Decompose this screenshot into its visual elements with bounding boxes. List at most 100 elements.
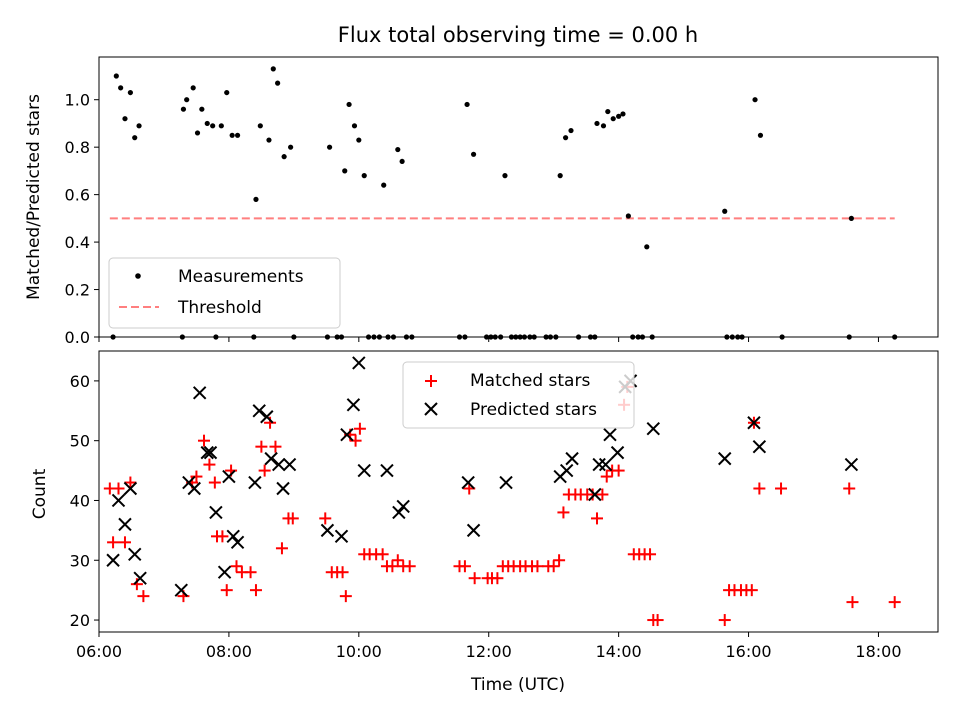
top-y-axis-label: Matched/Predicted stars <box>24 94 44 300</box>
matched-star-point <box>612 464 625 477</box>
matched-star-point <box>258 464 271 477</box>
measurement-point <box>136 123 142 129</box>
legend-predicted-marker <box>424 402 438 416</box>
measurement-point <box>361 173 367 179</box>
measurement-point <box>190 85 196 91</box>
legend-predicted-label: Predicted stars <box>470 400 597 420</box>
matched-star-point <box>244 566 257 579</box>
top-panel: 0.0 0.2 0.4 0.6 0.8 1.0 Matched/Predicted sta… <box>24 56 939 347</box>
predicted-star-point <box>747 416 761 430</box>
predicted-star-point <box>222 469 236 484</box>
matched-star-point <box>753 482 766 495</box>
predicted-star-point <box>252 404 266 418</box>
legend-matched-marker <box>425 375 437 387</box>
predicted-star-point <box>598 457 613 472</box>
bottom-y-tick-label: 60 <box>70 372 90 391</box>
measurement-point <box>234 132 241 138</box>
x-tick-label: 16:00 <box>725 642 771 661</box>
measurement-point <box>210 123 216 129</box>
measurement-point <box>122 116 128 122</box>
matched-star-point <box>124 476 137 489</box>
predicted-star-point <box>603 427 617 442</box>
measurement-point <box>180 106 187 112</box>
measurement-point <box>470 151 477 157</box>
measurement-point <box>275 80 281 86</box>
matched-star-point <box>391 554 404 567</box>
predicted-star-point <box>174 583 188 597</box>
predicted-star-point <box>203 445 218 460</box>
top-y-tick-label: 0.6 <box>65 186 90 205</box>
matched-star-point <box>888 596 901 609</box>
measurement-point <box>620 111 626 117</box>
measurement-point <box>281 154 287 160</box>
predicted-star-point <box>226 529 240 544</box>
measurement-point <box>218 123 224 129</box>
bottom-legend: Matched stars Predicted stars <box>402 361 635 429</box>
measurement-point <box>253 196 259 202</box>
bottom-x-ticks: 06:00 08:00 10:00 12:00 14:00 16:00 18:00 <box>76 632 902 661</box>
x-tick-label: 12:00 <box>466 642 512 661</box>
measurement-point <box>270 66 276 72</box>
predicted-star-point <box>264 451 278 466</box>
predicted-star-point <box>461 475 475 490</box>
measurement-point <box>356 137 362 143</box>
measurement-point <box>562 135 569 141</box>
top-plot-border <box>98 56 939 338</box>
matched-star-point <box>137 590 150 603</box>
matched-star-point <box>249 584 262 597</box>
measurement-point <box>625 213 631 219</box>
bottom-y-axis-label: Count <box>30 468 50 519</box>
predicted-star-point <box>272 457 286 472</box>
measurement-point <box>257 123 263 129</box>
measurement-point <box>127 89 133 96</box>
top-y-tick-label: 1.0 <box>65 91 90 110</box>
measurement-point <box>199 106 205 112</box>
measurement-point <box>399 158 405 165</box>
predicted-star-point <box>276 481 290 496</box>
matched-star-point <box>651 614 664 627</box>
top-legend-box <box>108 257 341 329</box>
bottom-y-ticks: 20 30 40 50 60 <box>70 372 99 630</box>
x-tick-label: 08:00 <box>206 642 252 661</box>
matched-star-point <box>112 482 125 495</box>
predicted-star-point <box>217 565 232 579</box>
matched-star-point <box>286 512 299 525</box>
predicted-star-point <box>392 505 406 520</box>
matched-star-point <box>644 548 657 561</box>
bottom-plot-border <box>98 350 939 633</box>
matched-star-point <box>107 536 120 549</box>
predicted-star-point <box>111 493 126 508</box>
predicted-star-point <box>588 487 602 502</box>
top-legend: Measurements Threshold <box>108 257 341 329</box>
matched-star-point <box>203 458 216 471</box>
predicted-star-point <box>559 463 574 478</box>
top-x-ticks <box>98 337 879 342</box>
bottom-y-tick-label: 20 <box>70 611 90 630</box>
matched-star-point <box>220 584 233 597</box>
legend-measurements-marker <box>135 273 141 279</box>
matched-star-point <box>403 560 416 573</box>
predicted-star-point <box>209 505 223 520</box>
top-y-tick-label: 0.8 <box>65 138 90 157</box>
predicted-star-point <box>396 499 410 514</box>
measurement-point <box>224 89 230 96</box>
measurement-point <box>568 127 574 134</box>
matched-star-point <box>531 560 544 573</box>
matched-star-point <box>386 560 399 573</box>
predicted-star-point <box>133 571 147 585</box>
matched-star-point <box>255 440 268 453</box>
measurement-point <box>464 101 470 108</box>
measurement-point <box>722 208 728 214</box>
measurement-point <box>594 120 600 127</box>
top-y-tick-label: 0.2 <box>65 281 90 300</box>
predicted-star-point <box>752 439 767 454</box>
measurement-point <box>395 146 401 153</box>
matched-star-point <box>553 554 566 567</box>
predicted-star-point <box>192 386 207 400</box>
measurement-point <box>502 173 508 179</box>
measurement-point <box>757 132 764 138</box>
matched-star-point <box>376 548 389 561</box>
bottom-legend-box <box>402 361 635 429</box>
bottom-y-tick-label: 50 <box>70 432 90 451</box>
